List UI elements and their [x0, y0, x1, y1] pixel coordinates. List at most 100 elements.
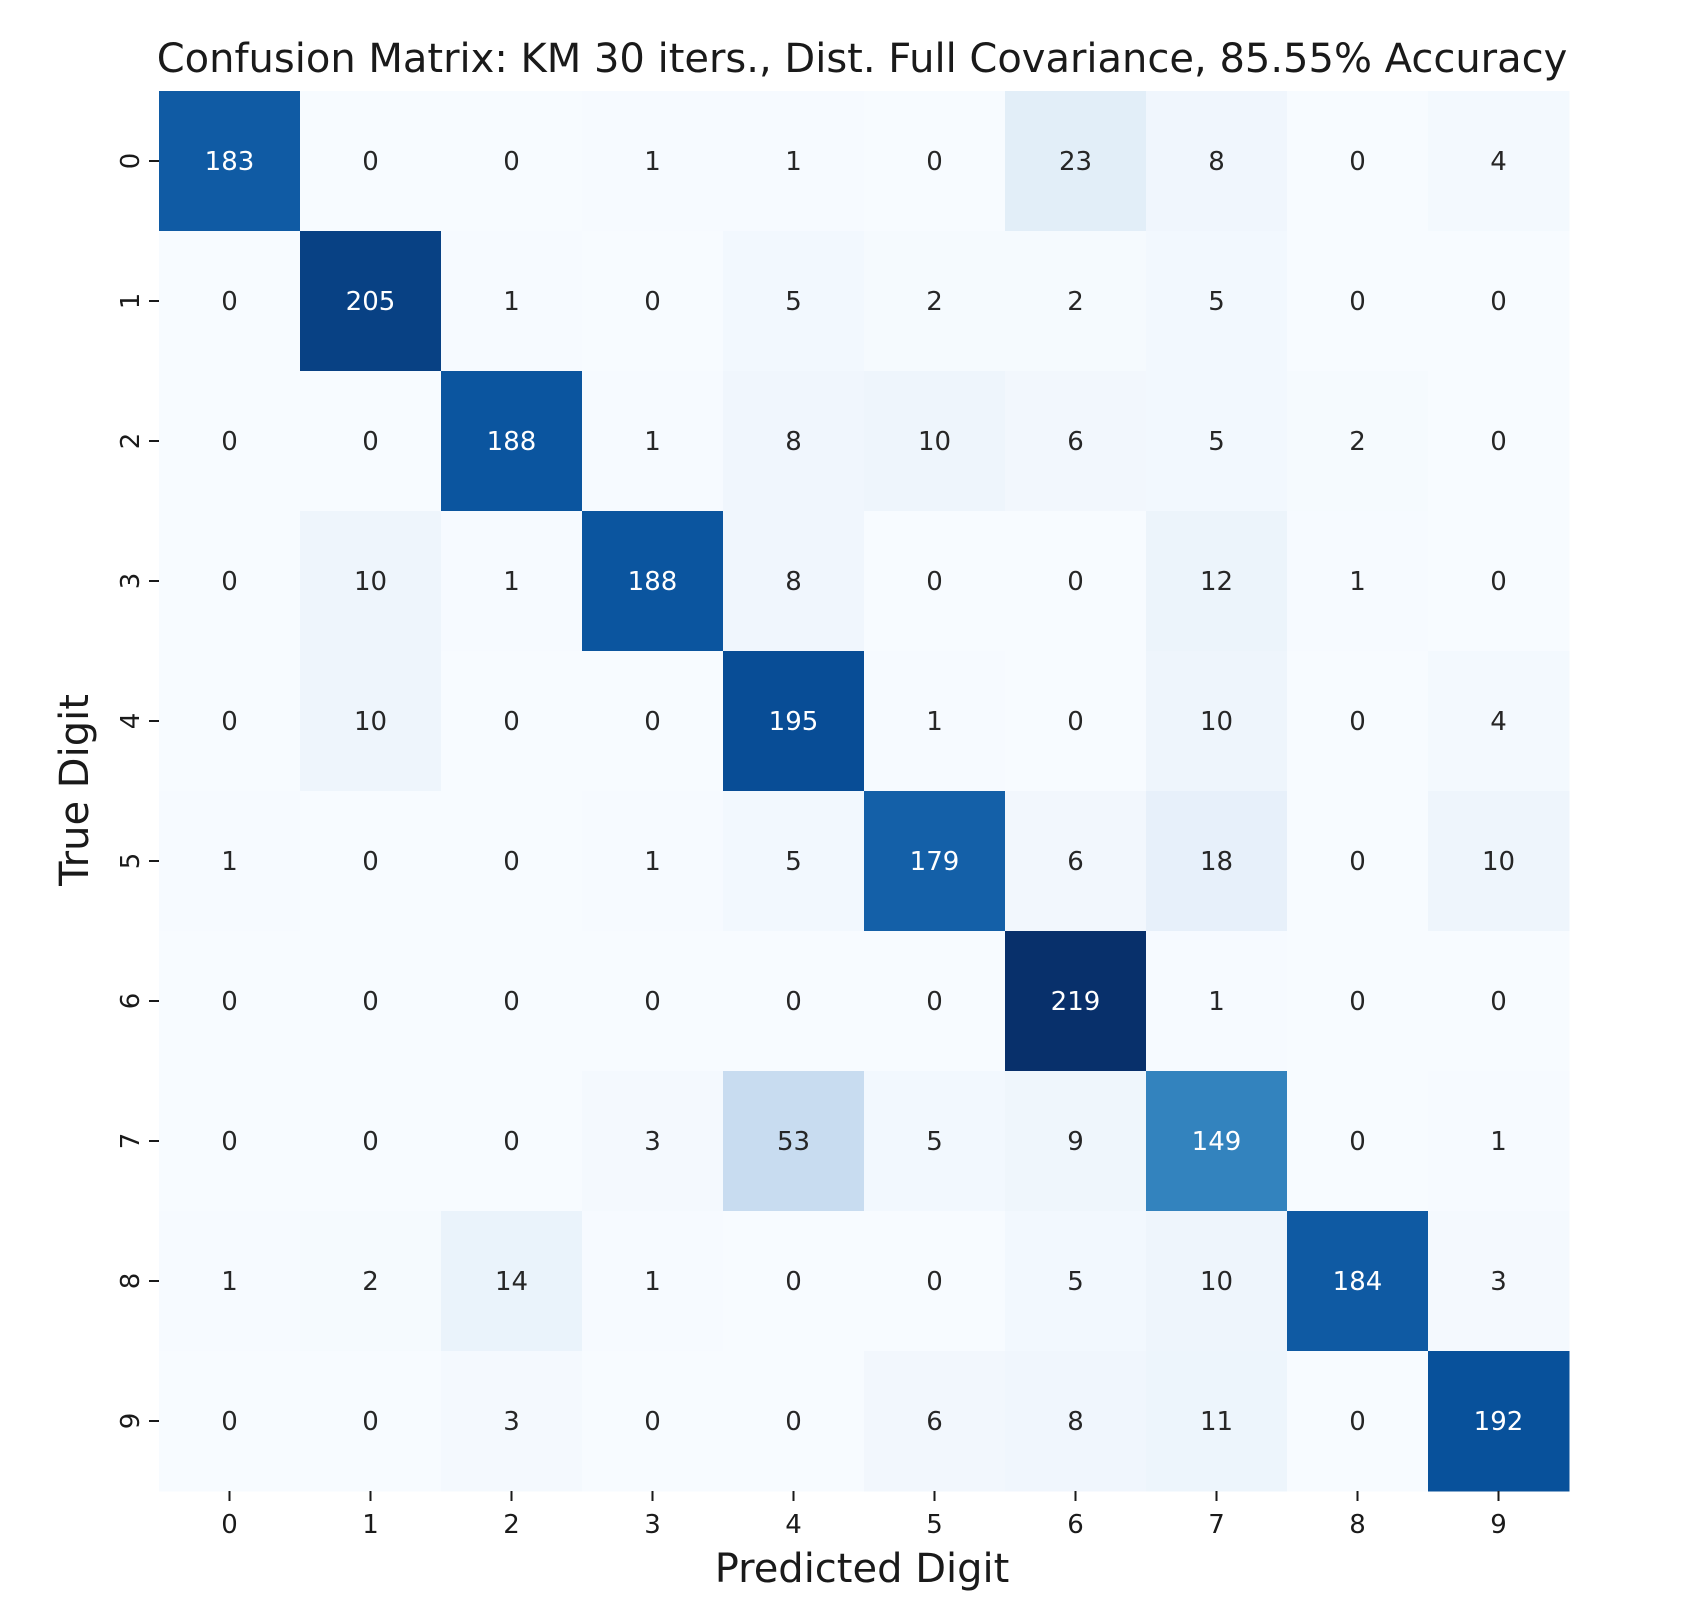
- y-tick-label: 1: [116, 293, 146, 310]
- heatmap-cell: [864, 1071, 1006, 1212]
- heatmap-cell: [864, 651, 1006, 792]
- cell-value-label: 6: [1067, 847, 1084, 877]
- cell-value-label: 0: [926, 1267, 943, 1297]
- cell-value-label: 2: [926, 287, 943, 317]
- x-tick-label: 2: [503, 1510, 520, 1540]
- heatmap-cell: [159, 231, 301, 372]
- cell-value-label: 192: [1474, 1407, 1524, 1437]
- x-tick-label: 4: [785, 1510, 802, 1540]
- cell-value-label: 4: [1490, 707, 1507, 737]
- heatmap-cell: [1428, 371, 1570, 512]
- cell-value-label: 0: [221, 567, 238, 597]
- heatmap-cell: [582, 791, 724, 932]
- cell-value-label: 0: [362, 427, 379, 457]
- cell-value-label: 9: [1067, 1127, 1084, 1157]
- cell-value-label: 0: [1067, 707, 1084, 737]
- cell-value-label: 1: [503, 567, 520, 597]
- x-tick-label: 7: [1208, 1510, 1225, 1540]
- cell-value-label: 184: [1333, 1267, 1383, 1297]
- heatmap-cell: [723, 91, 865, 232]
- cell-value-label: 183: [205, 147, 255, 177]
- heatmap-cell: [582, 651, 724, 792]
- cell-value-label: 0: [221, 1407, 238, 1437]
- heatmap-cell: [300, 511, 442, 652]
- cell-value-label: 0: [221, 987, 238, 1017]
- heatmap-cell: [300, 651, 442, 792]
- cell-value-label: 53: [777, 1127, 810, 1157]
- cell-value-label: 5: [1067, 1267, 1084, 1297]
- heatmap-cell: [441, 1211, 583, 1352]
- heatmap-cell: [723, 511, 865, 652]
- heatmap-cell: [864, 1211, 1006, 1352]
- heatmap-cell: [1005, 371, 1147, 512]
- cell-value-label: 11: [1200, 1407, 1233, 1437]
- heatmap-cell: [723, 1071, 865, 1212]
- heatmap-cell: [582, 371, 724, 512]
- heatmap-cell: [1428, 231, 1570, 372]
- heatmap-cell: [159, 1071, 301, 1212]
- cell-value-label: 10: [354, 707, 387, 737]
- heatmap-cell: [1428, 791, 1570, 932]
- cell-value-label: 0: [1349, 847, 1366, 877]
- cell-value-label: 205: [346, 287, 396, 317]
- heatmap-cell: [582, 1351, 724, 1492]
- heatmap-cell: [300, 371, 442, 512]
- heatmap-cell: [582, 511, 724, 652]
- cell-value-label: 1: [221, 1267, 238, 1297]
- heatmap-cell: [441, 231, 583, 372]
- cell-value-label: 8: [785, 427, 802, 457]
- y-tick-label: 9: [116, 1413, 146, 1430]
- cell-value-label: 0: [926, 147, 943, 177]
- heatmap-cell: [864, 371, 1006, 512]
- cell-value-label: 1: [221, 847, 238, 877]
- heatmap-cells: 183 0 0 1 1 0 23 8 0 40 205 1 0 5 2 2 5 0 00 0 188 1 8 10 6 5 2 00 1…: [159, 91, 1570, 1492]
- y-tick-label: 0: [116, 153, 146, 170]
- cell-value-label: 10: [354, 567, 387, 597]
- heatmap-cell: [1287, 651, 1429, 792]
- heatmap-cell: [441, 1071, 583, 1212]
- cell-value-label: 5: [1208, 427, 1225, 457]
- cell-value-label: 0: [1490, 987, 1507, 1017]
- x-axis-label: Predicted Digit: [715, 1546, 1010, 1592]
- heatmap-cell: [723, 231, 865, 372]
- y-tick-label: 8: [116, 1273, 146, 1290]
- cell-value-label: 8: [785, 567, 802, 597]
- y-tick-label: 7: [116, 1133, 146, 1150]
- heatmap-cell: [1146, 91, 1288, 232]
- heatmap-cell: [582, 1211, 724, 1352]
- heatmap-cell: [159, 1211, 301, 1352]
- heatmap-cell: [300, 791, 442, 932]
- cell-value-label: 0: [503, 847, 520, 877]
- cell-value-label: 0: [503, 147, 520, 177]
- x-tick-label: 6: [1067, 1510, 1084, 1540]
- cell-value-label: 8: [1067, 1407, 1084, 1437]
- x-tick-label: 5: [926, 1510, 943, 1540]
- heatmap-cell: [1287, 931, 1429, 1072]
- heatmap-cell: [441, 511, 583, 652]
- heatmap-cell: [441, 91, 583, 232]
- cell-value-label: 0: [221, 287, 238, 317]
- heatmap-cell: [159, 511, 301, 652]
- x-tick-label: 9: [1490, 1510, 1507, 1540]
- cell-value-label: 6: [926, 1407, 943, 1437]
- cell-value-label: 10: [1200, 707, 1233, 737]
- heatmap-cell: [1005, 91, 1147, 232]
- cell-value-label: 3: [503, 1407, 520, 1437]
- cell-value-label: 2: [362, 1267, 379, 1297]
- cell-value-label: 1: [926, 707, 943, 737]
- heatmap-cell: [1146, 511, 1288, 652]
- heatmap-cell: [1005, 1351, 1147, 1492]
- cell-value-label: 179: [910, 847, 960, 877]
- cell-value-label: 2: [1067, 287, 1084, 317]
- heatmap-cell: [159, 371, 301, 512]
- cell-value-label: 0: [1349, 987, 1366, 1017]
- cell-value-label: 5: [926, 1127, 943, 1157]
- cell-value-label: 5: [785, 287, 802, 317]
- heatmap-cell: [1428, 91, 1570, 232]
- x-axis-ticks: 0 1 2 3 4 5 6 7 8 9: [221, 1491, 1507, 1540]
- heatmap-cell: [300, 1351, 442, 1492]
- cell-value-label: 2: [1349, 427, 1366, 457]
- heatmap-cell: [723, 791, 865, 932]
- heatmap-cell: [1287, 231, 1429, 372]
- cell-value-label: 0: [1490, 287, 1507, 317]
